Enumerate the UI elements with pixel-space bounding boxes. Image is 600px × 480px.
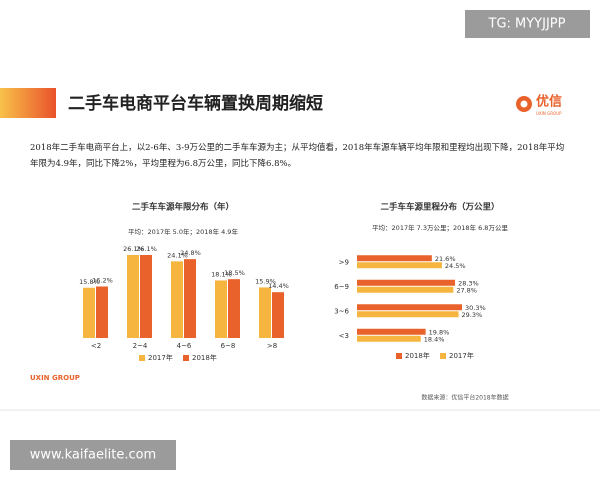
- legend-swatch: [139, 355, 145, 361]
- value-label: 24.1%: [167, 251, 188, 259]
- logo-icon: [520, 100, 528, 108]
- bar: [357, 279, 456, 286]
- x-tick-label: 2~4: [133, 342, 148, 350]
- chart-title: 二手车车源里程分布（万公里）: [380, 202, 499, 213]
- bar: [357, 255, 432, 262]
- bar: [357, 335, 421, 342]
- logo: 优信: [536, 94, 562, 110]
- bar: [357, 304, 462, 311]
- value-label: 18.5%: [224, 269, 245, 277]
- watermark-box: [10, 440, 176, 470]
- value-label: 27.8%: [456, 286, 477, 294]
- footer-brand: UXIN GROUP: [30, 374, 80, 382]
- legend-swatch: [183, 355, 189, 361]
- bar: [272, 292, 284, 338]
- bar: [127, 255, 139, 338]
- logo-sub: UXIN GROUP: [536, 111, 562, 116]
- legend-swatch: [440, 353, 446, 359]
- bar: [259, 287, 271, 338]
- legend-label: 2017年: [148, 353, 173, 362]
- legend-label: 2017年: [449, 351, 474, 360]
- bar: [184, 259, 196, 338]
- value-label: 15.8%: [79, 278, 100, 286]
- x-tick-label: <2: [91, 342, 101, 350]
- watermark-box: [465, 10, 590, 38]
- header-accent: [0, 88, 56, 118]
- chart-title: 二手车车源年限分布（年）: [132, 202, 234, 213]
- value-label: 14.4%: [268, 282, 289, 290]
- value-label: 29.3%: [462, 311, 483, 319]
- bar: [228, 279, 240, 338]
- value-label: 21.6%: [435, 255, 456, 263]
- value-label: 26.1%: [136, 245, 157, 253]
- value-label: 24.5%: [445, 262, 466, 270]
- value-label: 18.4%: [424, 335, 445, 343]
- bar: [357, 262, 442, 269]
- y-tick-label: 3~6: [334, 307, 349, 315]
- header-title: 二手车电商平台车辆置换周期缩短: [68, 93, 323, 114]
- bar: [96, 286, 108, 338]
- y-tick-label: >9: [339, 258, 349, 266]
- value-label: 30.3%: [465, 304, 486, 312]
- bar: [357, 286, 454, 293]
- bar: [215, 280, 227, 338]
- x-tick-label: 4~6: [177, 342, 192, 350]
- value-label: 18.1%: [211, 270, 232, 278]
- watermark: www.kaifaelite.com: [30, 448, 156, 463]
- x-tick-label: >8: [267, 342, 277, 350]
- bar: [357, 328, 426, 335]
- chart-subtitle: 平均：2017年 7.3万公里；2018年 6.8万公里: [372, 223, 508, 232]
- chart-subtitle: 平均：2017年 5.0年；2018年 4.9年: [128, 227, 238, 236]
- bar: [140, 255, 152, 338]
- y-tick-label: <3: [339, 332, 349, 340]
- paragraph: 2018年二手车电商平台上，以2-6年、3-9万公里的二手车车源为主；从平均值看…: [30, 143, 565, 169]
- bar: [83, 287, 95, 338]
- y-tick-label: 6~9: [334, 283, 349, 291]
- value-label: 24.8%: [180, 249, 201, 257]
- value-label: 15.9%: [255, 277, 276, 285]
- legend-label: 2018年: [192, 353, 217, 362]
- value-label: 28.3%: [458, 279, 479, 287]
- legend-swatch: [396, 353, 402, 359]
- x-tick-label: 6~8: [221, 342, 236, 350]
- value-label: 26.1%: [123, 245, 144, 253]
- source: 数据来源：优信平台2018年数据: [421, 394, 508, 402]
- watermark: TG: MYYJJPP: [488, 17, 566, 32]
- bar: [357, 311, 459, 318]
- bar: [171, 261, 183, 338]
- value-label: 19.8%: [429, 328, 450, 336]
- legend-label: 2018年: [405, 351, 430, 360]
- value-label: 16.2%: [92, 276, 113, 284]
